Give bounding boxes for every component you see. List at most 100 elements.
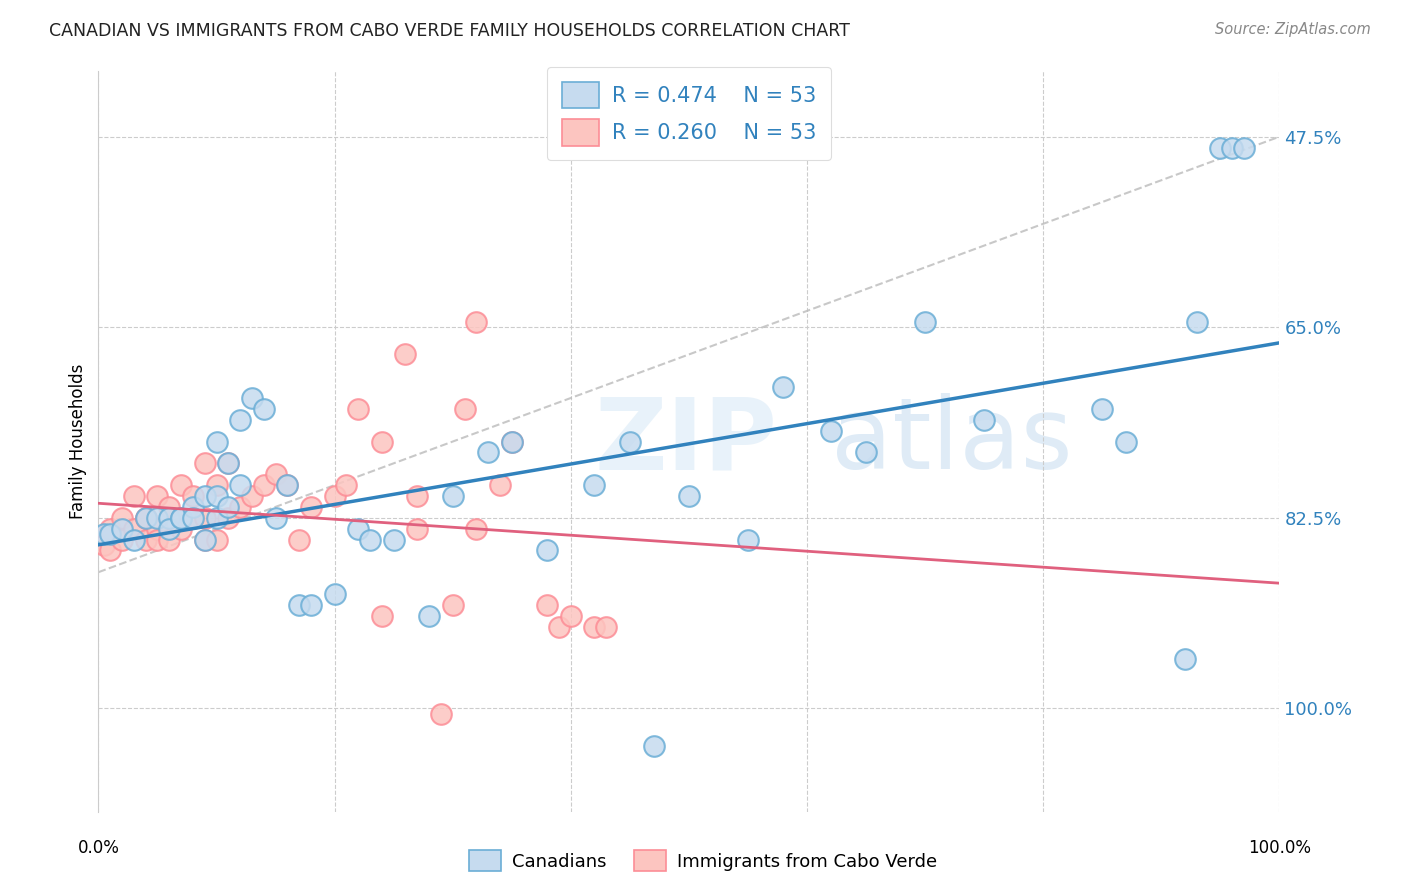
Point [181,510,204,524]
Point [194,456,217,470]
Point [347,401,370,416]
Point [276,478,298,492]
Point [146,522,169,536]
Point [583,478,606,492]
Point [157,533,180,547]
Point [914,315,936,329]
Point [93,538,115,552]
Point [146,489,169,503]
Point [170,510,193,524]
Point [170,510,193,524]
Point [1233,140,1256,154]
Y-axis label: Family Households: Family Households [69,364,87,519]
Point [371,608,394,623]
Point [111,522,134,536]
Point [441,598,464,612]
Point [122,522,145,536]
Text: ZIP: ZIP [595,393,778,490]
Point [146,510,169,524]
Point [371,434,394,449]
Point [1185,315,1208,329]
Point [157,522,180,536]
Point [465,315,488,329]
Point [855,445,877,459]
Point [170,478,193,492]
Point [465,522,488,536]
Point [98,527,121,541]
Text: 100.0%: 100.0% [1249,839,1310,857]
Point [453,401,475,416]
Point [595,619,617,633]
Point [406,522,429,536]
Point [217,500,239,514]
Point [1091,401,1114,416]
Point [194,533,217,547]
Point [217,456,239,470]
Point [973,413,995,427]
Point [276,478,298,492]
Text: CANADIAN VS IMMIGRANTS FROM CABO VERDE FAMILY HOUSEHOLDS CORRELATION CHART: CANADIAN VS IMMIGRANTS FROM CABO VERDE F… [49,22,851,40]
Point [501,434,523,449]
Point [135,510,157,524]
Point [1209,140,1232,154]
Point [194,510,217,524]
Point [264,510,287,524]
Point [560,608,582,623]
Point [205,533,228,547]
Point [205,478,228,492]
Point [240,489,263,503]
Point [418,608,440,623]
Point [536,598,558,612]
Point [229,478,252,492]
Point [583,619,606,633]
Point [98,543,121,558]
Point [430,706,453,721]
Point [382,533,405,547]
Point [229,500,252,514]
Point [1220,140,1243,154]
Point [288,598,311,612]
Point [394,347,416,361]
Point [205,489,228,503]
Point [1174,652,1197,666]
Point [678,489,700,503]
Legend: R = 0.474    N = 53, R = 0.260    N = 53: R = 0.474 N = 53, R = 0.260 N = 53 [547,67,831,160]
Point [122,533,145,547]
Point [359,533,381,547]
Point [181,489,204,503]
Point [335,478,357,492]
Point [441,489,464,503]
Point [157,510,180,524]
Point [194,489,217,503]
Point [820,424,842,438]
Point [288,533,311,547]
Point [93,527,115,541]
Point [181,500,204,514]
Point [253,401,276,416]
Point [643,739,665,754]
Point [122,489,145,503]
Point [205,434,228,449]
Point [489,478,512,492]
Point [501,434,523,449]
Point [240,391,263,405]
Point [323,587,346,601]
Point [737,533,759,547]
Point [98,522,121,536]
Point [135,533,157,547]
Text: atlas: atlas [831,393,1073,490]
Point [111,533,134,547]
Point [217,456,239,470]
Point [181,510,204,524]
Point [619,434,641,449]
Point [135,510,157,524]
Point [157,500,180,514]
Point [536,543,558,558]
Point [135,510,157,524]
Point [111,510,134,524]
Point [323,489,346,503]
Text: 0.0%: 0.0% [77,839,120,857]
Point [548,619,571,633]
Point [194,533,217,547]
Point [477,445,499,459]
